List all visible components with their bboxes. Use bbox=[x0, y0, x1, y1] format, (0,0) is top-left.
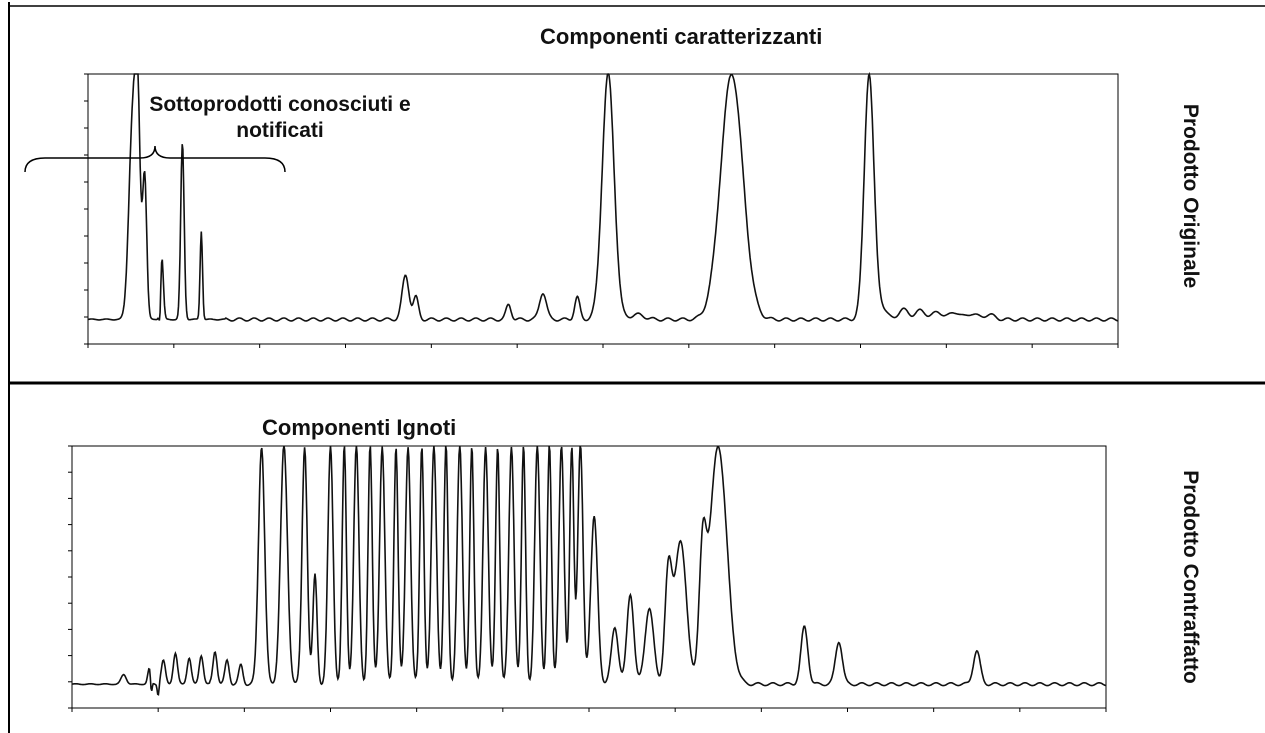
chart-bottom-plot-frame bbox=[71, 445, 1107, 709]
chart-top bbox=[24, 71, 1119, 348]
chart-bottom-trace bbox=[71, 445, 1107, 696]
top-panel-side-label: Prodotto Originale bbox=[1179, 103, 1202, 289]
top-panel-title: Componenti caratterizzanti bbox=[540, 24, 823, 49]
chart-bottom bbox=[68, 445, 1107, 712]
byproducts-brace bbox=[24, 145, 286, 173]
chart-bottom-ticks bbox=[68, 445, 1107, 712]
byproducts-annotation: Sottoprodotti conosciuti e notificati bbox=[149, 93, 411, 142]
chart-top-ticks bbox=[84, 73, 1119, 348]
chart-top-trace bbox=[87, 71, 1119, 322]
bottom-panel-side-label: Prodotto Contraffatto bbox=[1179, 470, 1202, 684]
bottom-panel-title: Componenti Ignoti bbox=[262, 415, 457, 440]
